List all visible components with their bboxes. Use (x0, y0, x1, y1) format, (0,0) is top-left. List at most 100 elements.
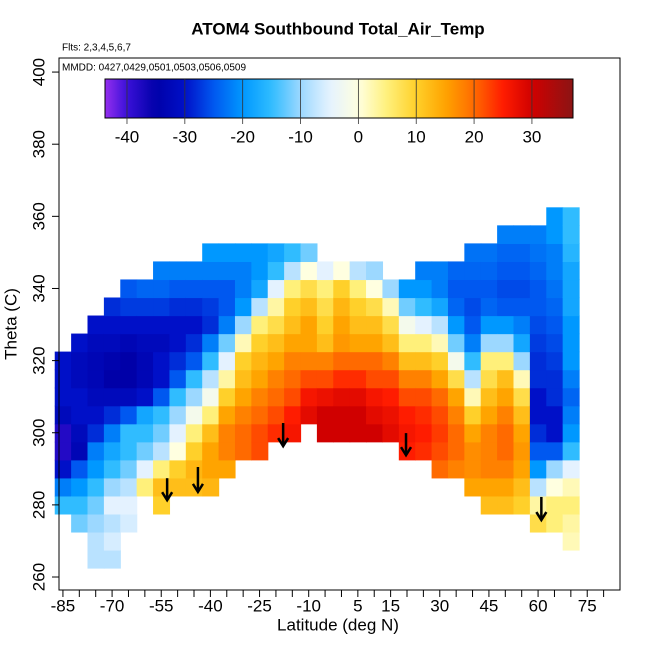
cell (234, 441, 252, 461)
x-tick-label: -85 (51, 596, 76, 615)
cell (136, 441, 154, 461)
cell (562, 315, 580, 335)
cell (316, 297, 334, 317)
cell (349, 279, 367, 299)
cell (267, 315, 285, 335)
cell (284, 351, 302, 371)
cell (103, 495, 121, 515)
cell (529, 423, 547, 443)
cell (169, 369, 187, 389)
cell (349, 423, 367, 443)
cell (366, 315, 384, 335)
cell (267, 369, 285, 389)
cell (513, 297, 531, 317)
cell (153, 441, 171, 461)
colorbar-tick-label: -10 (288, 127, 313, 146)
cell (464, 297, 482, 317)
cell (153, 369, 171, 389)
cell (464, 405, 482, 425)
cell (136, 279, 154, 299)
arrow-head (535, 511, 548, 523)
cell (333, 315, 351, 335)
cell (54, 441, 72, 461)
cell (153, 423, 171, 443)
cell (562, 243, 580, 263)
y-tick-label: 400 (29, 58, 48, 86)
cell (284, 297, 302, 317)
cell (54, 459, 72, 479)
cell (333, 279, 351, 299)
cell (333, 405, 351, 425)
cell (153, 315, 171, 335)
arrow-head (399, 446, 413, 458)
cell (431, 279, 449, 299)
cell (529, 315, 547, 335)
cell (185, 405, 203, 425)
cell (546, 423, 564, 443)
cell (169, 351, 187, 371)
cell (546, 243, 564, 263)
cell (71, 423, 89, 443)
x-axis-label: Latitude (deg N) (277, 615, 399, 634)
cell (366, 279, 384, 299)
cell (251, 243, 269, 263)
cell (562, 477, 580, 497)
cell (546, 225, 564, 244)
annotation: MMDD: 0427,0429,0501,0503,0506,0509 (62, 63, 246, 74)
colorbar-tick-label: 0 (354, 127, 363, 146)
cell (316, 423, 334, 443)
y-tick-label: 280 (29, 491, 48, 519)
cell (251, 387, 269, 407)
subtitle: Flts: 2,3,4,5,6,7 (62, 43, 131, 54)
cell (202, 261, 220, 281)
cell (185, 315, 203, 335)
cell (480, 261, 498, 281)
cell (251, 261, 269, 281)
cell (513, 279, 531, 299)
cell (398, 423, 416, 443)
cell (136, 405, 154, 425)
cell (103, 441, 121, 461)
y-tick-label: 300 (29, 419, 48, 447)
cell (103, 423, 121, 443)
cell (366, 387, 384, 407)
cell (284, 423, 302, 443)
cell (267, 279, 285, 299)
cell (447, 279, 465, 299)
cell (546, 315, 564, 335)
cell (431, 441, 449, 461)
x-tick-label: 5 (353, 596, 362, 615)
cell (497, 369, 515, 389)
cell (136, 387, 154, 407)
cell (136, 351, 154, 371)
cell (513, 261, 531, 281)
cell (366, 261, 384, 281)
cell (415, 333, 433, 353)
cell (136, 333, 154, 353)
cell (87, 495, 105, 515)
cell (398, 387, 416, 407)
cell (87, 387, 105, 407)
cell (136, 423, 154, 443)
cell (300, 279, 318, 299)
cell (415, 261, 433, 281)
colorbar-tick-label: 10 (407, 127, 426, 146)
cell (366, 351, 384, 371)
cell (447, 459, 465, 479)
cell (103, 369, 121, 389)
cell (316, 261, 334, 281)
cell (153, 333, 171, 353)
cell (202, 297, 220, 317)
x-tick-label: 75 (578, 596, 597, 615)
cell (54, 369, 72, 389)
cell (71, 495, 89, 515)
arrow-head (277, 437, 290, 449)
cell (169, 441, 187, 461)
cell (218, 315, 236, 335)
cell (415, 387, 433, 407)
cell (202, 423, 220, 443)
colorbar-tick-label: -30 (173, 127, 198, 146)
x-tick-label: -40 (198, 596, 223, 615)
cell (513, 387, 531, 407)
x-tick-label: 30 (430, 596, 449, 615)
